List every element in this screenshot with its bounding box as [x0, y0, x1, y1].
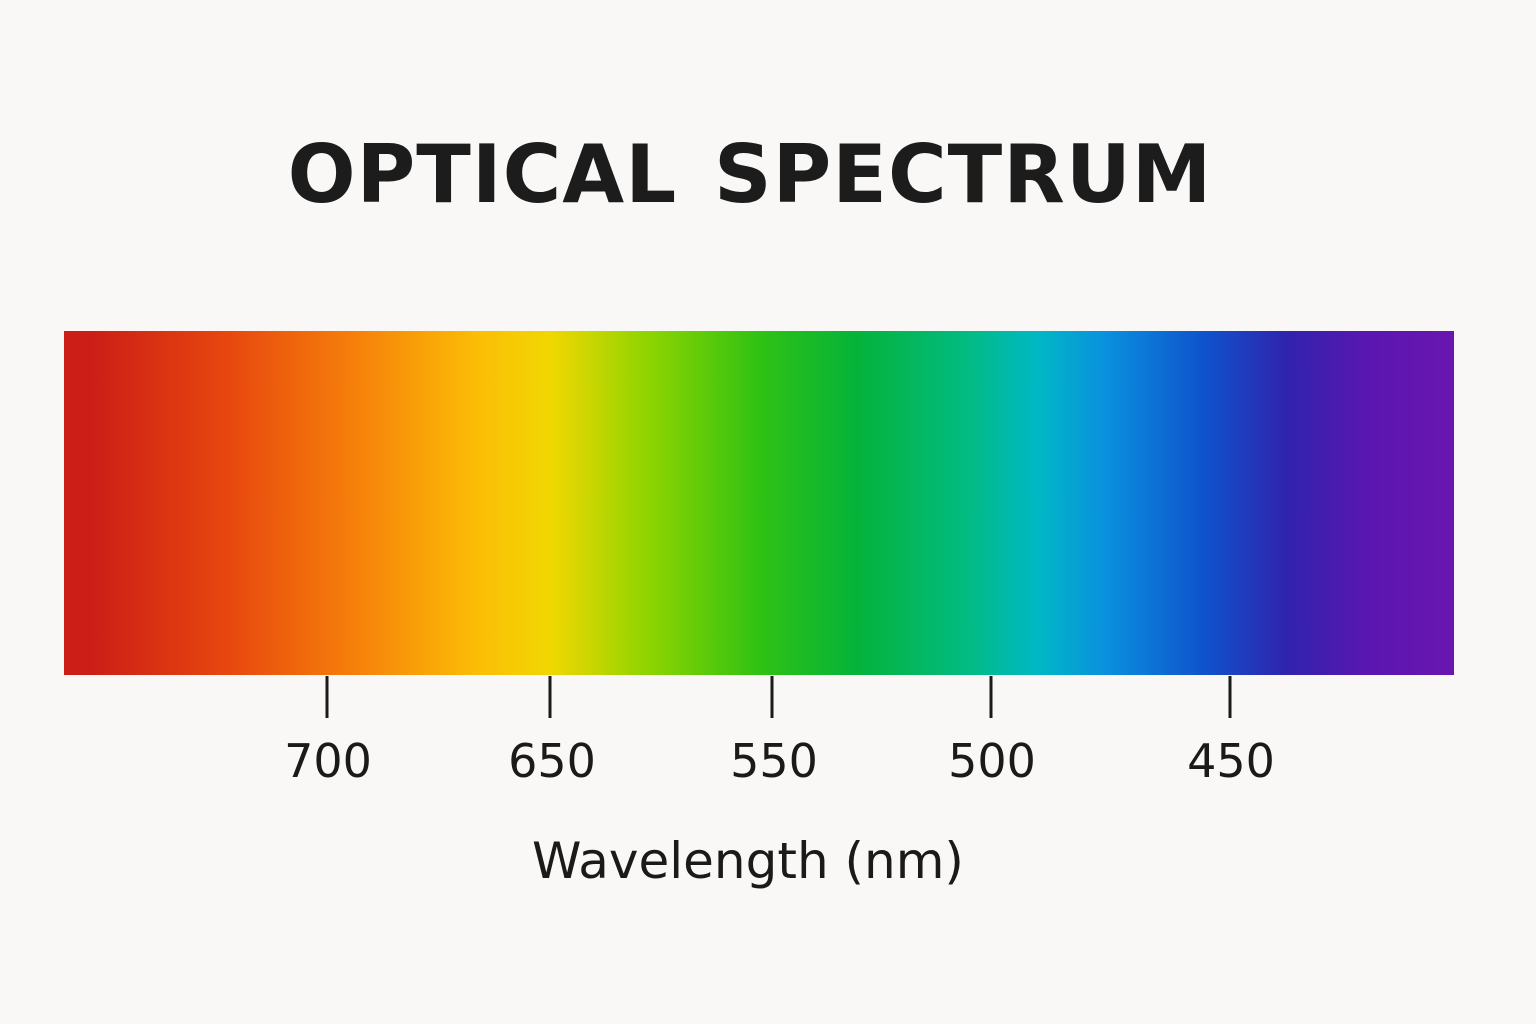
tick-label-450: 450 — [1187, 734, 1275, 788]
tick-mark-500 — [989, 676, 993, 718]
tick-mark-650 — [548, 676, 552, 718]
spectrum-band — [64, 331, 1454, 675]
tick-label-700: 700 — [284, 734, 372, 788]
tick-mark-450 — [1228, 676, 1232, 718]
tick-label-550: 550 — [730, 734, 818, 788]
axis-label: Wavelength (nm) — [532, 832, 964, 890]
tick-mark-700 — [325, 676, 329, 718]
tick-label-650: 650 — [508, 734, 596, 788]
tick-mark-550 — [770, 676, 774, 718]
diagram-title: OPTICAL SPECTRUM — [287, 128, 1213, 221]
tick-label-500: 500 — [948, 734, 1036, 788]
